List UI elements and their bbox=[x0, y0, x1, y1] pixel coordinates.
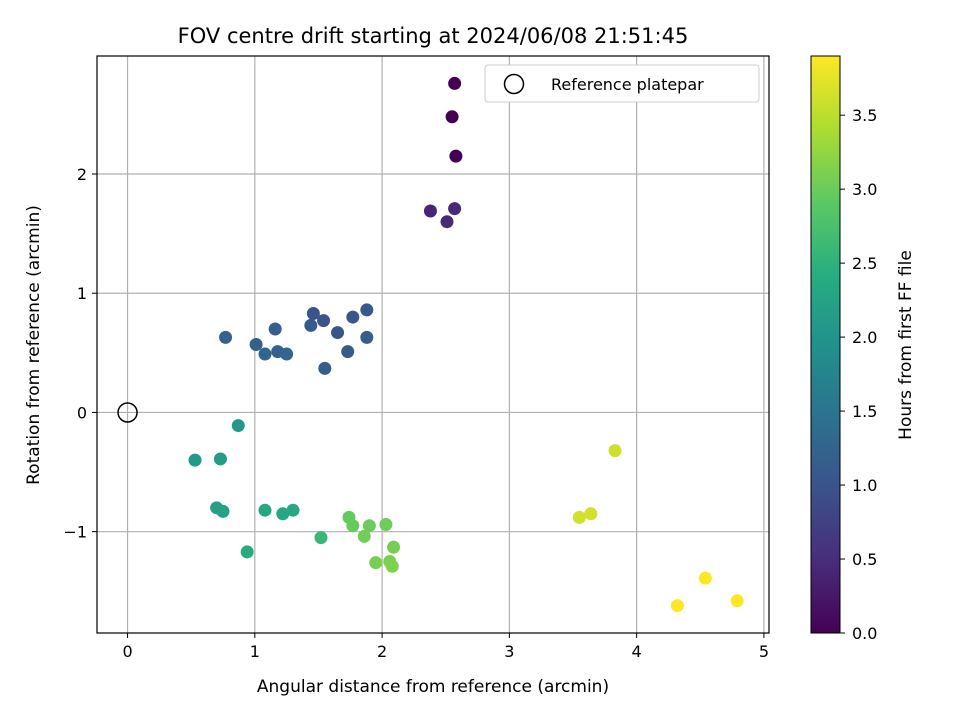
colorbar-tick-label: 2.0 bbox=[852, 328, 877, 347]
data-point bbox=[188, 453, 202, 467]
y-tick-label: 0 bbox=[77, 403, 87, 422]
y-tick-label: −1 bbox=[63, 523, 87, 542]
reference-marker bbox=[117, 402, 138, 423]
axis-ticks: 0 1 2 3 4 5 −1 0 1 2 bbox=[63, 165, 769, 661]
data-point bbox=[249, 338, 263, 351]
colorbar-gradient bbox=[810, 55, 841, 634]
data-point bbox=[379, 518, 393, 532]
data-point bbox=[369, 556, 383, 570]
legend: Reference platepar bbox=[484, 64, 760, 103]
colorbar-tick-label: 3.5 bbox=[852, 106, 877, 125]
x-tick-label: 2 bbox=[377, 642, 387, 661]
data-point bbox=[314, 531, 328, 545]
data-point bbox=[306, 307, 320, 321]
plot-frame bbox=[96, 55, 770, 634]
y-tick-label: 1 bbox=[77, 284, 87, 303]
x-tick-label: 3 bbox=[504, 642, 514, 661]
data-point bbox=[362, 519, 376, 533]
colorbar-tick-label: 1.0 bbox=[852, 476, 877, 495]
colorbar-tick-label: 3.0 bbox=[852, 180, 877, 199]
data-point bbox=[445, 110, 459, 124]
data-point bbox=[448, 202, 462, 216]
data-point bbox=[360, 303, 374, 317]
data-point bbox=[341, 345, 355, 359]
data-point bbox=[213, 452, 227, 466]
data-point bbox=[240, 545, 254, 559]
data-point bbox=[449, 149, 463, 163]
data-point bbox=[360, 330, 374, 344]
data-point bbox=[423, 204, 437, 218]
colorbar-tick-label: 2.5 bbox=[852, 254, 877, 273]
y-tick-label: 2 bbox=[77, 165, 87, 184]
data-point bbox=[304, 318, 318, 332]
legend-marker bbox=[503, 73, 525, 95]
colorbar-tick-label: 0.5 bbox=[852, 550, 877, 569]
colorbar: 0.0 0.5 1.0 1.5 2.0 2.5 3.0 3.5 Hours from firs… bbox=[810, 55, 916, 643]
colorbar-tick-label: 0.0 bbox=[852, 624, 877, 643]
colorbar-ticks: 0.0 0.5 1.0 1.5 2.0 2.5 3.0 3.5 bbox=[840, 106, 877, 643]
data-points bbox=[117, 76, 744, 613]
x-tick-label: 4 bbox=[632, 642, 642, 661]
data-point bbox=[357, 529, 371, 543]
data-point bbox=[258, 347, 272, 361]
chart-title: FOV centre drift starting at 2024/06/08 … bbox=[178, 24, 689, 48]
data-point bbox=[268, 322, 282, 336]
data-point bbox=[608, 444, 622, 458]
data-point bbox=[258, 503, 272, 517]
data-point bbox=[231, 419, 245, 433]
data-point bbox=[346, 519, 360, 533]
colorbar-label: Hours from first FF file bbox=[896, 250, 916, 440]
grid bbox=[97, 56, 769, 633]
data-point bbox=[317, 314, 331, 328]
data-point bbox=[346, 310, 360, 324]
data-point bbox=[385, 559, 399, 573]
data-point bbox=[387, 540, 401, 554]
data-point bbox=[219, 330, 233, 344]
x-axis-label: Angular distance from reference (arcmin) bbox=[257, 677, 609, 697]
x-tick-label: 5 bbox=[759, 642, 769, 661]
data-point bbox=[670, 599, 684, 613]
y-axis-label: Rotation from reference (arcmin) bbox=[24, 205, 44, 485]
data-point bbox=[572, 510, 586, 524]
legend-label: Reference platepar bbox=[551, 75, 704, 94]
data-point bbox=[280, 347, 294, 361]
data-point bbox=[730, 594, 744, 608]
data-point bbox=[440, 215, 454, 229]
data-point bbox=[698, 571, 712, 585]
data-point bbox=[276, 507, 290, 521]
data-point bbox=[216, 504, 230, 518]
data-point bbox=[584, 507, 598, 521]
legend-box bbox=[484, 64, 760, 103]
data-point bbox=[448, 76, 462, 90]
colorbar-tick-label: 1.5 bbox=[852, 402, 877, 421]
x-tick-label: 1 bbox=[250, 642, 260, 661]
x-tick-label: 0 bbox=[122, 642, 132, 661]
data-point bbox=[318, 361, 332, 375]
data-point bbox=[286, 503, 300, 517]
data-point bbox=[331, 326, 345, 340]
